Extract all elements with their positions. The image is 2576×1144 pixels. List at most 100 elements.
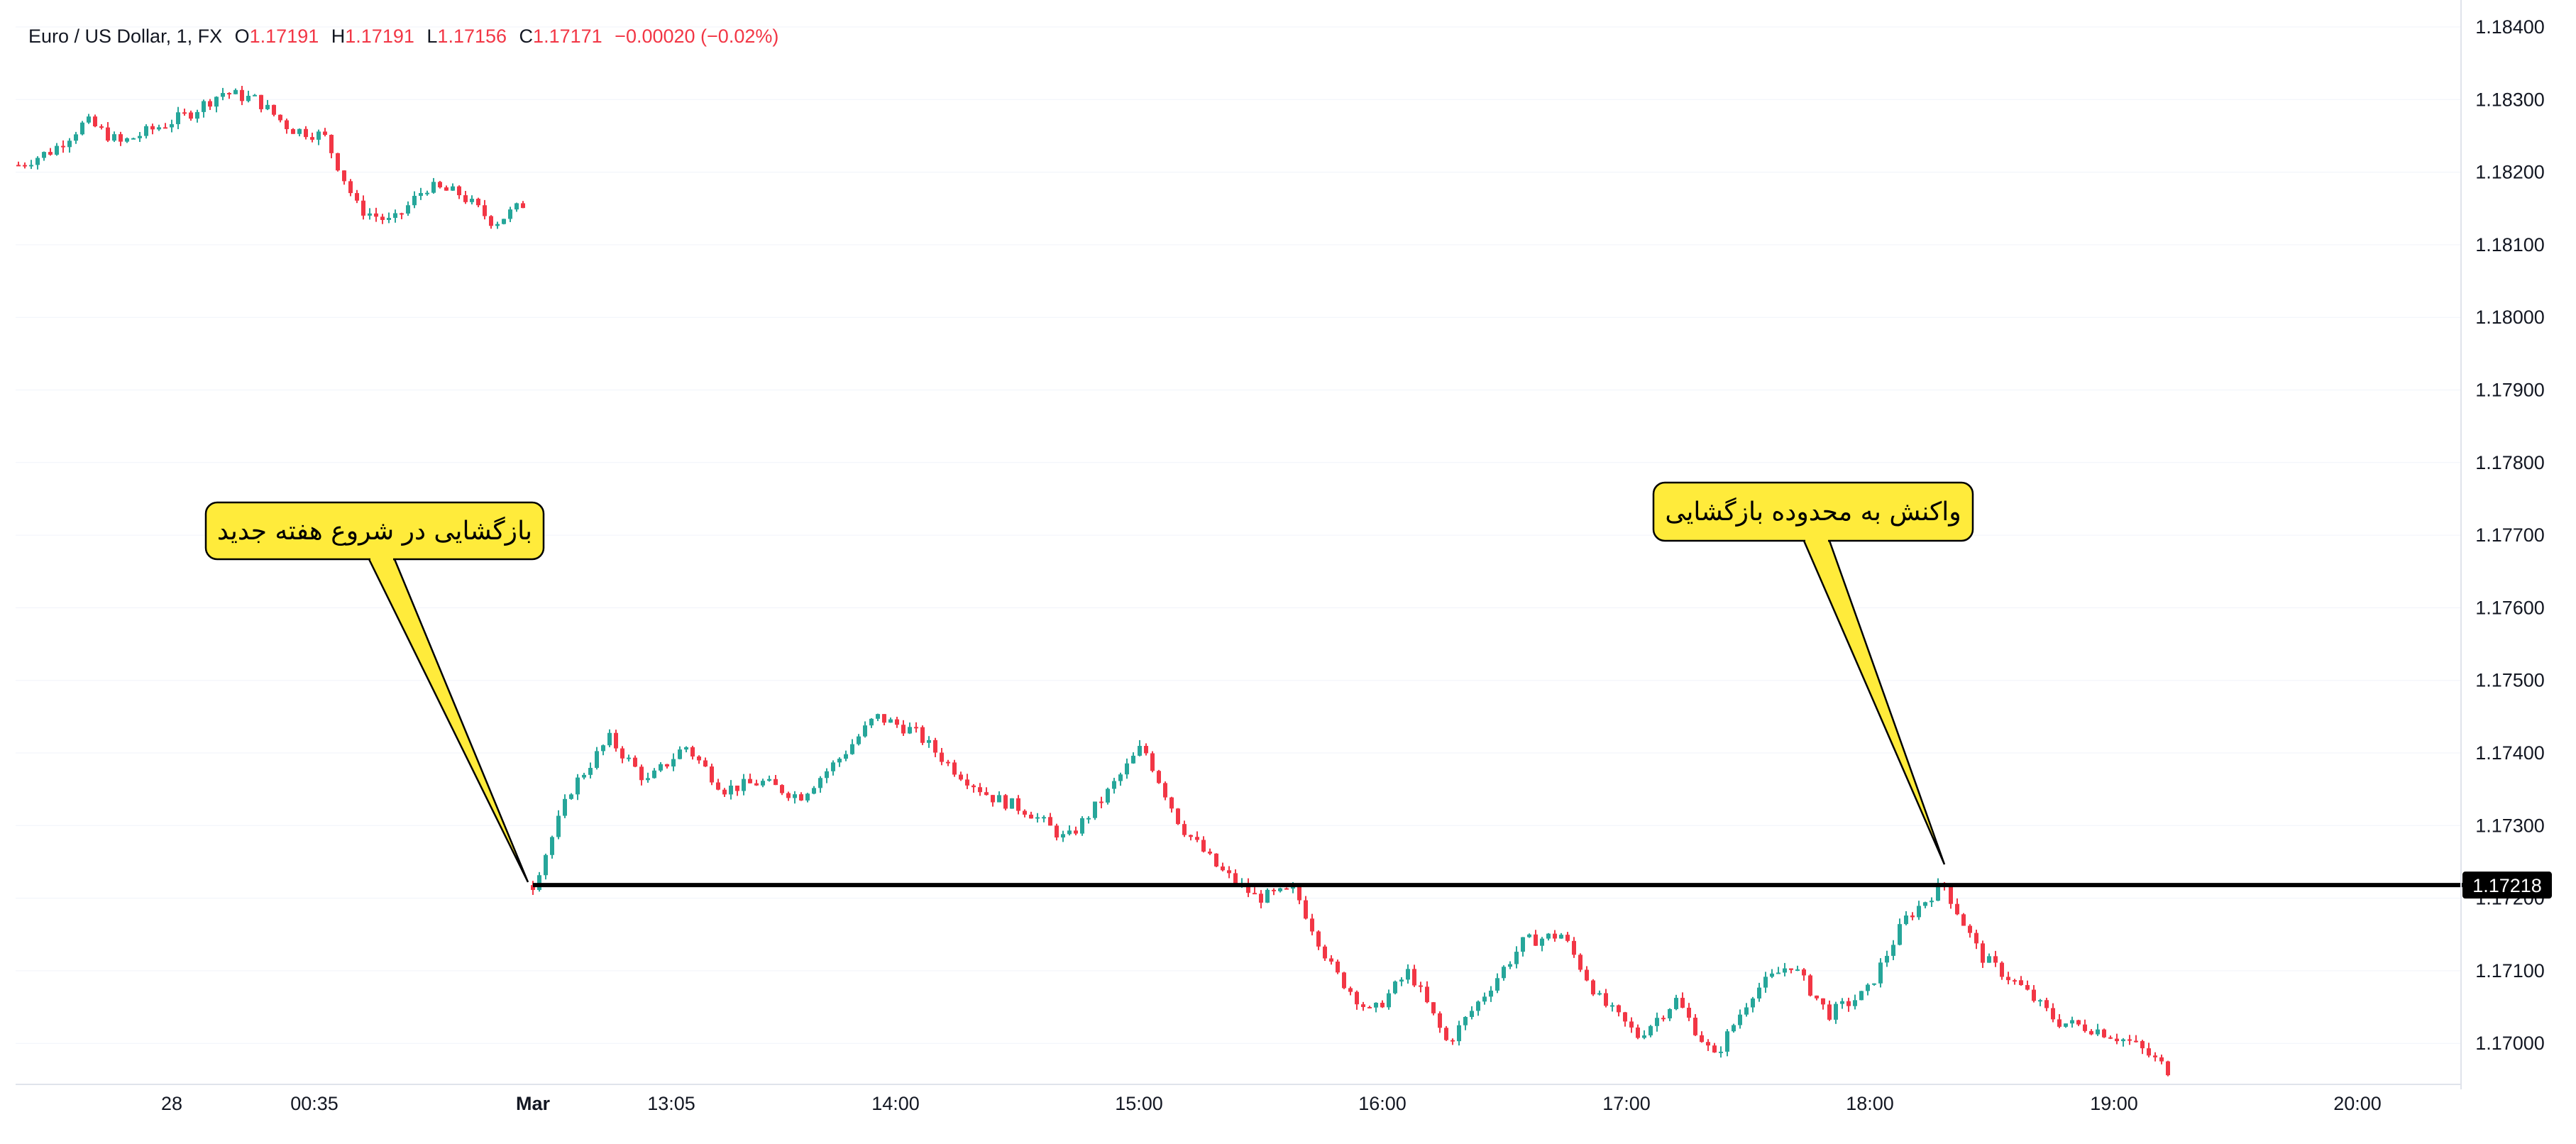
candle-body (514, 203, 519, 210)
time-tick-label: 14:00 (871, 1093, 920, 1114)
candle-body (1700, 1035, 1704, 1043)
candle-body (1112, 781, 1116, 789)
candle-body (1291, 886, 1295, 889)
candle-body (1763, 977, 1768, 988)
candle-body (2134, 1040, 2138, 1043)
candle-body (80, 122, 84, 135)
candle-body (2051, 1008, 2055, 1020)
candle-body (1272, 889, 1276, 891)
candle-body (1023, 810, 1027, 815)
candle-body (710, 766, 714, 783)
candle-body (1297, 886, 1301, 901)
candle-body (1195, 837, 1199, 840)
candle-body (659, 764, 663, 771)
candle-body (1259, 893, 1263, 903)
candle-body (1451, 1040, 1455, 1042)
candle-body (1093, 801, 1097, 818)
candle-body (2102, 1029, 2106, 1038)
time-axis[interactable]: 28 00:35 Mar 13:05 14:00 15:00 16:00 17:00 18:00… (161, 1093, 2382, 1114)
candles (16, 86, 2170, 1077)
candle-body (297, 128, 302, 134)
candle-body (2044, 1000, 2049, 1008)
candle-body (317, 131, 321, 140)
candle-body (1521, 937, 1525, 952)
candle-body (1706, 1042, 1710, 1046)
candle-body (971, 785, 976, 788)
candle-body (652, 770, 656, 779)
open-label: O (234, 26, 250, 47)
candle-body (1323, 946, 1327, 959)
candle-body (984, 792, 989, 796)
candle-body (1169, 797, 1174, 809)
candle-body (55, 145, 59, 155)
candle-body (150, 126, 155, 130)
candle-body (1789, 968, 1793, 970)
candle-body (170, 123, 174, 128)
candle-body (1776, 972, 1780, 974)
candle-body (431, 182, 436, 193)
candle-body (1974, 933, 1978, 944)
candle-body (2006, 977, 2010, 981)
candle-body (569, 794, 573, 799)
candle-body (521, 203, 525, 209)
candle-body (620, 748, 624, 759)
candle-body (2000, 962, 2004, 977)
candle-body (1457, 1025, 1461, 1042)
candle-body (2147, 1048, 2151, 1056)
candle-body (451, 186, 455, 191)
candle-body (1393, 981, 1397, 994)
candle-body (1438, 1013, 1442, 1028)
candle-body (189, 112, 193, 119)
callout-2: واکنش به محدوده بازگشایی (1652, 481, 1974, 865)
candle-body (614, 732, 618, 749)
candle-body (1840, 1001, 1844, 1004)
candle-body (991, 795, 995, 803)
candle-body (965, 779, 969, 786)
candle-body (1936, 883, 1940, 901)
price-axis[interactable]: 1.18400 1.18300 1.18200 1.18100 1.18000 1.179… (2475, 16, 2545, 1054)
candle-body (844, 754, 848, 759)
candle-body (1489, 990, 1493, 997)
candle-body (1540, 938, 1544, 946)
candle-body (729, 786, 733, 795)
candle-body (355, 193, 359, 201)
candle-body (1808, 975, 1812, 996)
candle-body (1565, 935, 1570, 941)
candle-body (125, 138, 129, 142)
candle-body (531, 885, 535, 891)
candle-body (780, 785, 784, 793)
candle-body (176, 112, 180, 124)
candle-body (671, 759, 676, 767)
candle-body (1648, 1025, 1653, 1035)
candle-body (952, 762, 957, 775)
candle-body (1246, 883, 1250, 893)
symbol-title: Euro / US Dollar, 1, FX (28, 26, 223, 47)
candle-body (1878, 962, 1883, 984)
candle-body (2128, 1039, 2132, 1041)
candle-body (876, 714, 880, 719)
candle-body (2096, 1029, 2100, 1035)
candle-body (703, 760, 708, 767)
candle-body (291, 128, 295, 134)
callout-text: بازگشایی در شروع هفته جدید (217, 516, 532, 546)
candle-body (2032, 989, 2036, 1001)
candle-body (508, 209, 512, 219)
price-tick-label: 1.18000 (2475, 307, 2545, 328)
high-label: H (331, 26, 346, 47)
candle-body (1144, 746, 1148, 754)
candle-body (946, 761, 950, 764)
candle-body (1725, 1031, 1729, 1052)
candle-body (1029, 814, 1033, 819)
candle-body (1150, 753, 1155, 771)
candle-body (2108, 1037, 2113, 1039)
time-tick-label: 28 (161, 1093, 182, 1114)
candle-body (342, 170, 346, 182)
candle-body (1189, 835, 1193, 837)
candle-body (425, 192, 429, 194)
candle-body (959, 774, 963, 780)
candle-body (997, 795, 1001, 803)
candle-body (1061, 834, 1065, 838)
candle-body (2038, 1000, 2042, 1002)
